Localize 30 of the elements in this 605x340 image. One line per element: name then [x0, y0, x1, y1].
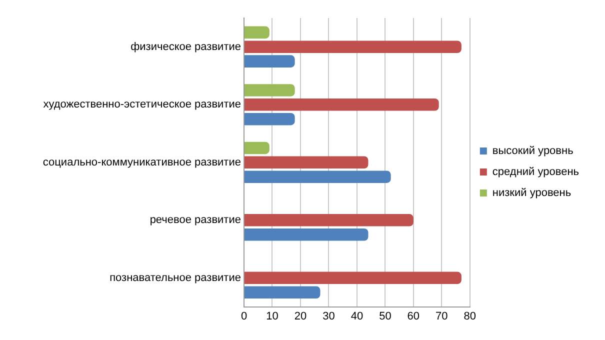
y-tick-label: художественно-эстетическое развитие — [43, 98, 241, 111]
legend-label: средний уровень — [492, 166, 580, 178]
bar — [244, 40, 462, 54]
bar — [244, 170, 391, 183]
bar — [244, 228, 368, 241]
bar — [244, 142, 270, 154]
x-tick-label: 30 — [322, 310, 335, 322]
x-tick-label: 40 — [350, 310, 364, 322]
bar — [244, 156, 368, 169]
x-tick-label: 10 — [266, 310, 278, 322]
x-tick-label: 20 — [294, 310, 307, 322]
x-tick-label: 50 — [379, 310, 392, 322]
bar — [244, 84, 295, 96]
legend-label: низкий уровень — [492, 187, 572, 200]
bar — [244, 112, 295, 126]
bar — [244, 214, 414, 226]
bar — [244, 55, 295, 68]
bar — [244, 98, 439, 111]
legend-label: высокий уровнь — [492, 145, 574, 158]
y-tick-label: речевое развитие — [150, 214, 241, 226]
bar — [244, 272, 462, 284]
bar — [244, 286, 320, 298]
bar — [244, 26, 270, 39]
x-tick-label: 80 — [464, 310, 476, 322]
y-tick-label: познавательное развитие — [110, 272, 241, 284]
y-tick-label: социально-коммуникативное развитие — [42, 156, 241, 168]
y-tick-label: физическое развитие — [130, 40, 241, 53]
x-tick-label: 70 — [436, 310, 448, 322]
x-tick-label: 60 — [407, 310, 420, 322]
x-tick-label: 0 — [240, 310, 248, 322]
